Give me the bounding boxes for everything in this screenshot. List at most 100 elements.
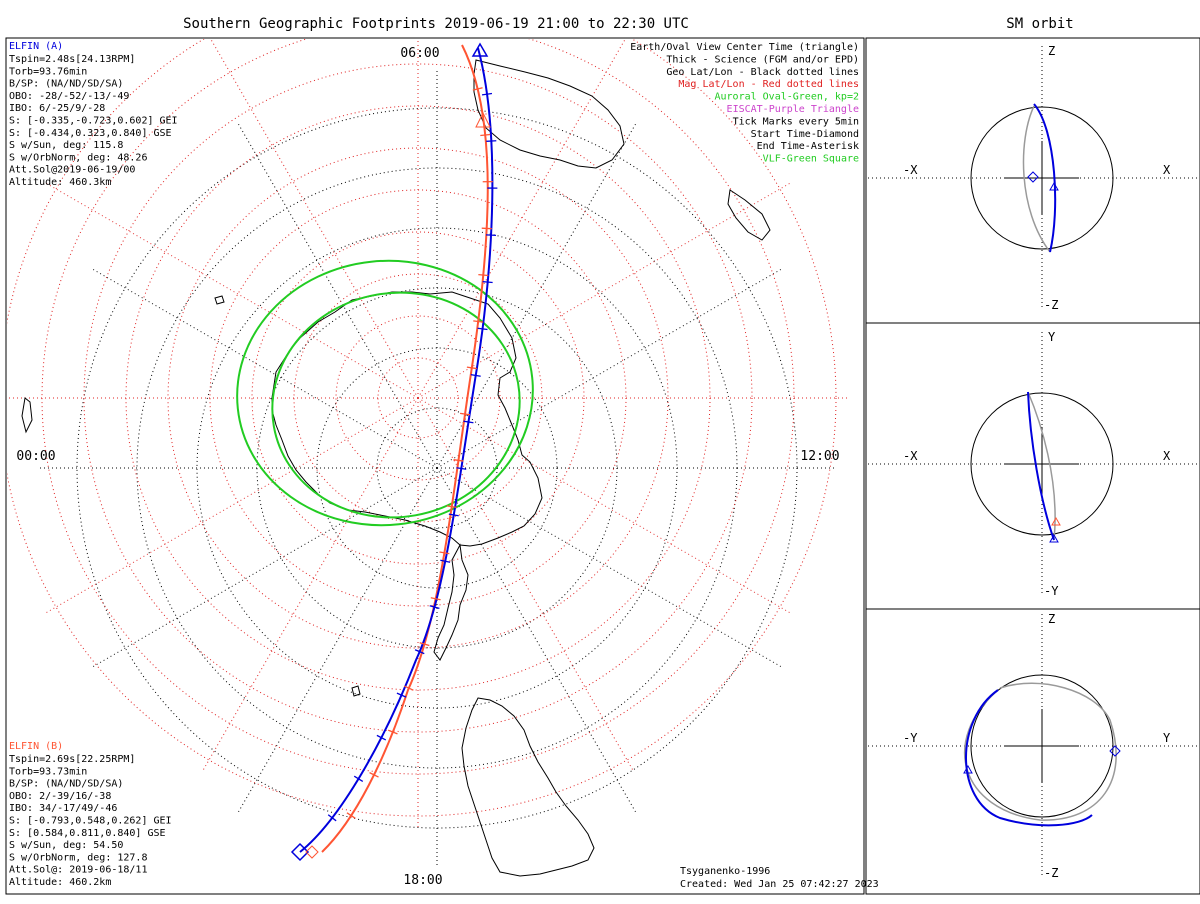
info-line: IBO: 6/-25/9/-28 bbox=[9, 103, 105, 114]
info-line: Att.Sol@2019-06-19/00 bbox=[9, 165, 135, 176]
tick-mark bbox=[467, 367, 477, 368]
sm-orbit-panels: Z -Z -X X Y -Y -X X Z -Z -Y Y bbox=[868, 44, 1198, 880]
mag-lon-line bbox=[418, 26, 633, 398]
legend-entry: End Time-Asterisk bbox=[757, 141, 859, 152]
info-line: S: [-0.793,0.548,0.262] GEI bbox=[9, 816, 172, 827]
geo-lon-line bbox=[437, 468, 637, 814]
legend-entry: Start Time-Diamond bbox=[751, 129, 859, 140]
legend-entry: EISCAT-Purple Triangle bbox=[727, 104, 859, 115]
tick-mark bbox=[482, 94, 492, 95]
elfin-b-orbit bbox=[965, 683, 1117, 820]
geo-lon-line bbox=[437, 122, 637, 468]
legend-entry: Geo Lat/Lon - Black dotted lines bbox=[666, 67, 859, 78]
island-coastline bbox=[215, 296, 224, 304]
legend-entry: Tick Marks every 5min bbox=[733, 116, 859, 127]
tick-mark bbox=[486, 235, 496, 236]
new-zealand-coastline bbox=[728, 190, 770, 240]
info-line: Tspin=2.48s[24.13RPM] bbox=[9, 54, 135, 65]
antarctic-peninsula bbox=[434, 545, 468, 660]
tick-mark bbox=[482, 228, 492, 229]
tick-mark bbox=[464, 421, 474, 423]
sm-axis-label: -Z bbox=[1044, 298, 1058, 312]
sm-axis-label: Z bbox=[1048, 612, 1055, 626]
australia-coastline bbox=[474, 60, 624, 168]
info-line: Altitude: 460.3km bbox=[9, 177, 111, 188]
info-line: S w/Sun, deg: 54.50 bbox=[9, 840, 123, 851]
geo-lon-line bbox=[237, 122, 437, 468]
start-diamond bbox=[1110, 746, 1120, 756]
mag-lon-line bbox=[203, 26, 418, 398]
start-diamond bbox=[1028, 172, 1038, 182]
tick-mark bbox=[480, 135, 490, 136]
sm-axis-label: X bbox=[1163, 163, 1171, 177]
elfin-a-info: ELFIN (A) Tspin=2.48s[24.13RPM]Torb=93.7… bbox=[9, 41, 178, 188]
mlt-label-top: 06:00 bbox=[400, 46, 439, 61]
info-line: S: [0.584,0.811,0.840] GSE bbox=[9, 828, 166, 839]
sm-axis-label: -Y bbox=[1044, 584, 1059, 598]
elfin-a-label: ELFIN (A) bbox=[9, 41, 63, 52]
geo-lon-line bbox=[91, 468, 437, 668]
model-label: Tsyganenko-1996 bbox=[680, 866, 770, 877]
sm-panel: Z -Z -Y Y bbox=[868, 612, 1198, 880]
mlt-label-left: 00:00 bbox=[16, 449, 55, 464]
info-line: B/SP: (NA/ND/SD/SA) bbox=[9, 79, 123, 90]
sm-axis-label: -Y bbox=[903, 731, 918, 745]
info-line: S w/Sun, deg: 115.8 bbox=[9, 140, 123, 151]
legend-entry: VLF-Green Square bbox=[763, 154, 859, 165]
main-title: Southern Geographic Footprints 2019-06-1… bbox=[183, 16, 689, 32]
elfin-a-tick-marks bbox=[328, 94, 497, 821]
tick-mark bbox=[460, 413, 470, 414]
center-triangle bbox=[1052, 518, 1060, 525]
island-coastline bbox=[22, 398, 32, 432]
south-america-coastline bbox=[462, 698, 594, 876]
mlt-label-bottom: 18:00 bbox=[403, 873, 442, 888]
sm-axis-label: -Z bbox=[1044, 866, 1058, 880]
geo-lon-line bbox=[91, 268, 437, 468]
info-line: Altitude: 460.2km bbox=[9, 877, 111, 888]
mag-lon-line bbox=[46, 183, 418, 398]
legend-entry: Mag Lat/Lon - Red dotted lines bbox=[678, 79, 859, 90]
island-coastline bbox=[352, 686, 360, 696]
sm-axis-label: Z bbox=[1048, 44, 1055, 58]
elfin-b-label: ELFIN (B) bbox=[9, 741, 63, 752]
info-line: IBO: 34/-17/49/-46 bbox=[9, 803, 117, 814]
created-label: Created: Wed Jan 25 07:42:27 2023 bbox=[680, 879, 879, 890]
info-line: S: [-0.335,-0.723,0.602] GEI bbox=[9, 116, 178, 127]
mag-lon-line bbox=[418, 398, 790, 613]
mag-lon-line bbox=[418, 398, 633, 770]
sm-axis-label: X bbox=[1163, 449, 1171, 463]
legend-entry: Auroral Oval-Green, kp=2 bbox=[715, 92, 860, 103]
info-line: Att.Sol@: 2019-06-18/11 bbox=[9, 865, 147, 876]
info-line: Tspin=2.69s[22.25RPM] bbox=[9, 754, 135, 765]
geo-grid bbox=[37, 68, 837, 868]
sm-orbit-title: SM orbit bbox=[1006, 16, 1073, 32]
legend-entry: Thick - Science (FGM and/or EPD) bbox=[666, 54, 859, 65]
info-line: S w/OrbNorm, deg: 127.8 bbox=[9, 852, 147, 863]
sm-panel: Z -Z -X X bbox=[868, 44, 1198, 312]
info-line: Torb=93.73min bbox=[9, 766, 87, 777]
elfin-b-info-lines: Tspin=2.69s[22.25RPM]Torb=93.73minB/SP: … bbox=[9, 754, 172, 888]
info-line: S: [-0.434,0.323,0.840] GSE bbox=[9, 128, 172, 139]
elfin-b-track bbox=[322, 45, 488, 852]
info-line: OBO: 2/-39/16/-38 bbox=[9, 791, 111, 802]
legend-entry: Earth/Oval View Center Time (triangle) bbox=[630, 42, 859, 53]
info-line: OBO: -28/-52/-13/-49 bbox=[9, 91, 129, 102]
elfin-a-info-lines: Tspin=2.48s[24.13RPM]Torb=93.76min B/SP: … bbox=[9, 54, 178, 188]
tick-mark bbox=[478, 275, 488, 276]
elfin-b-info: ELFIN (B) Tspin=2.69s[22.25RPM]Torb=93.7… bbox=[9, 741, 172, 888]
info-line: S w/OrbNorm, deg: 48.26 bbox=[9, 152, 147, 163]
antarctica-coastline bbox=[272, 292, 542, 546]
sm-axis-label: Y bbox=[1048, 330, 1056, 344]
mag-lon-line bbox=[46, 398, 418, 613]
elfin-a-orbit bbox=[966, 690, 1092, 825]
tick-mark bbox=[483, 282, 493, 283]
sm-axis-label: -X bbox=[903, 163, 918, 177]
elfin-a-track bbox=[300, 48, 492, 852]
mlt-label-right: 12:00 bbox=[800, 449, 839, 464]
tick-mark bbox=[471, 375, 481, 377]
info-line: Torb=93.76min bbox=[9, 66, 87, 77]
sm-axis-label: Y bbox=[1163, 731, 1171, 745]
tick-mark bbox=[478, 328, 488, 329]
